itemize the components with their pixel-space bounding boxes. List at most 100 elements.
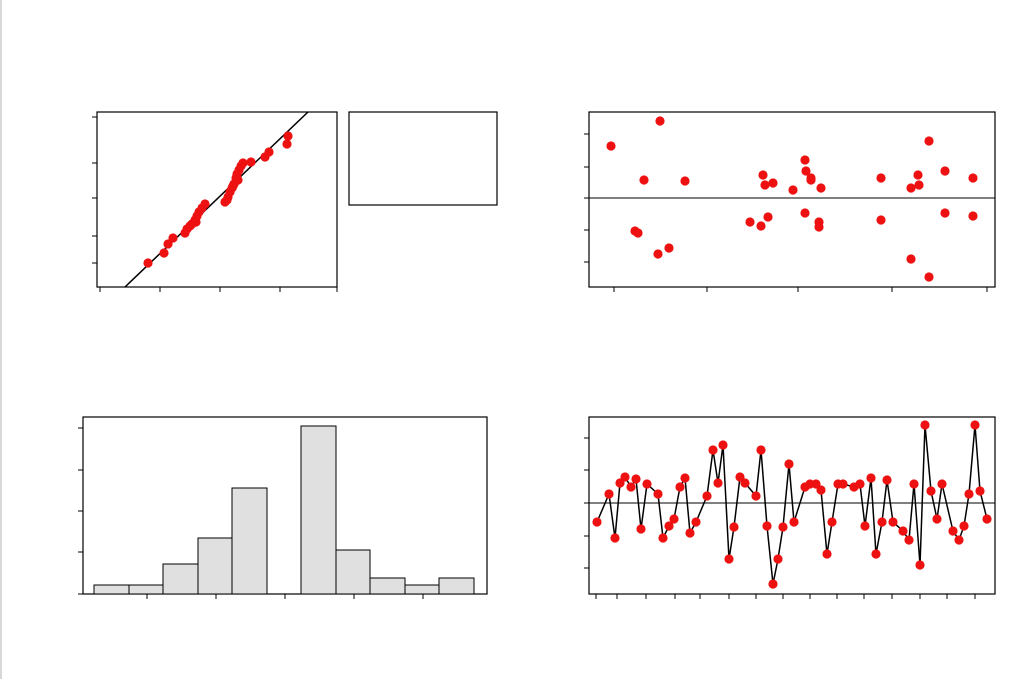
point	[801, 166, 811, 176]
point	[924, 136, 934, 146]
point	[970, 420, 980, 430]
point	[283, 131, 293, 141]
point	[800, 155, 810, 165]
point	[982, 514, 992, 524]
point	[763, 212, 773, 222]
point	[610, 533, 620, 543]
point	[762, 521, 772, 531]
point	[768, 178, 778, 188]
point	[592, 517, 602, 527]
point	[920, 420, 930, 430]
point	[906, 183, 916, 193]
point	[758, 170, 768, 180]
point	[816, 485, 826, 495]
point	[691, 517, 701, 527]
point	[914, 180, 924, 190]
point	[159, 248, 169, 258]
plot-frame	[82, 416, 488, 595]
point	[756, 221, 766, 231]
legend-box	[348, 111, 498, 206]
point	[806, 175, 816, 185]
histogram-bar	[335, 549, 371, 595]
point	[968, 211, 978, 221]
point	[855, 479, 865, 489]
point	[909, 479, 919, 489]
point	[669, 514, 679, 524]
point	[768, 579, 778, 589]
point	[975, 486, 985, 496]
point	[264, 147, 274, 157]
order-line	[596, 424, 988, 585]
point	[898, 526, 908, 536]
point	[876, 215, 886, 225]
point	[838, 479, 848, 489]
point	[964, 489, 974, 499]
point	[913, 170, 923, 180]
point	[827, 517, 837, 527]
point	[168, 233, 178, 243]
point	[940, 166, 950, 176]
point	[680, 473, 690, 483]
point	[675, 482, 685, 492]
point	[814, 222, 824, 232]
point	[653, 489, 663, 499]
point	[282, 139, 292, 149]
histogram-bar	[197, 537, 233, 595]
point	[246, 157, 256, 167]
point	[222, 195, 232, 205]
point	[959, 521, 969, 531]
point	[788, 185, 798, 195]
point	[626, 482, 636, 492]
point	[664, 521, 674, 531]
point	[740, 478, 750, 488]
point	[751, 491, 761, 501]
point	[816, 183, 826, 193]
point	[789, 517, 799, 527]
point	[773, 554, 783, 564]
point	[633, 228, 643, 238]
point	[822, 549, 832, 559]
fit-line	[124, 111, 309, 288]
histogram-bar	[438, 577, 475, 595]
point	[937, 479, 947, 489]
point	[143, 258, 153, 268]
point	[877, 517, 887, 527]
point	[906, 254, 916, 264]
point	[185, 221, 195, 231]
point	[631, 474, 641, 484]
point	[606, 141, 616, 151]
point	[866, 473, 876, 483]
histogram-bar	[369, 577, 406, 595]
point	[708, 445, 718, 455]
point	[655, 116, 665, 126]
point	[724, 554, 734, 564]
point	[702, 491, 712, 501]
point	[653, 249, 663, 259]
plot-frame	[588, 111, 996, 288]
point	[924, 272, 934, 282]
point	[932, 514, 942, 524]
point	[940, 208, 950, 218]
point	[718, 440, 728, 450]
point	[860, 521, 870, 531]
histogram-bar	[93, 584, 130, 595]
point	[882, 475, 892, 485]
point	[926, 486, 936, 496]
point	[642, 479, 652, 489]
point	[233, 175, 243, 185]
point	[729, 522, 739, 532]
point	[639, 175, 649, 185]
histogram-bar	[162, 563, 199, 595]
point	[800, 208, 810, 218]
point	[948, 526, 958, 536]
point	[685, 528, 695, 538]
point	[778, 522, 788, 532]
point	[713, 478, 723, 488]
point	[636, 524, 646, 534]
point	[200, 199, 210, 209]
histogram-bar	[404, 584, 440, 595]
point	[915, 560, 925, 570]
point	[871, 549, 881, 559]
point	[238, 158, 248, 168]
